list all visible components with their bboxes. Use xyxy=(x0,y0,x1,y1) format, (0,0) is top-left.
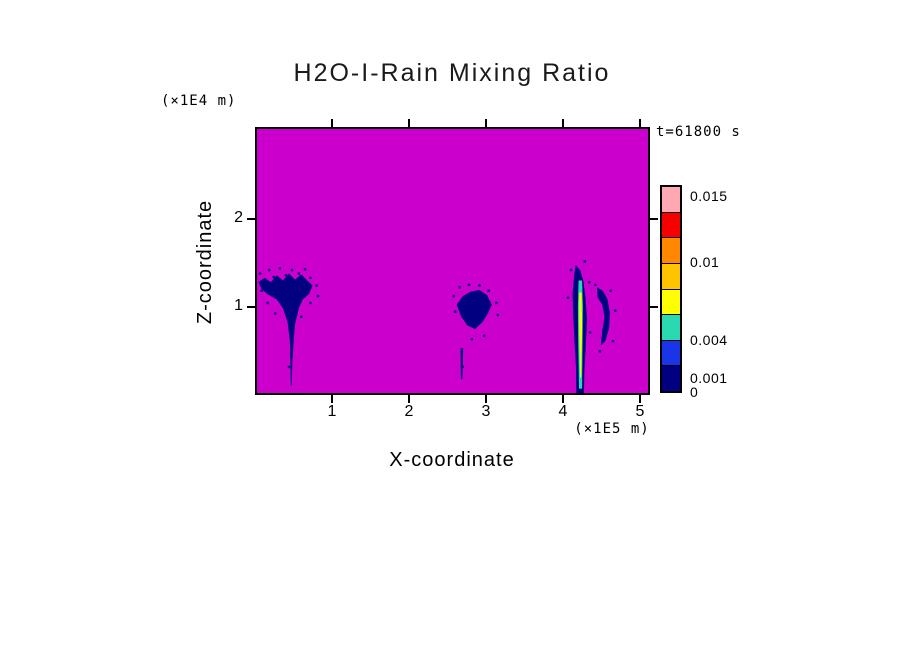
colorbar xyxy=(660,185,682,393)
rain-speckle xyxy=(309,301,312,305)
colorbar-label: 0.01 xyxy=(690,253,720,270)
rain-speckle xyxy=(467,283,471,287)
colorbar-segment-5 xyxy=(662,314,680,340)
x-tick-top xyxy=(485,119,487,127)
z-tick-left xyxy=(247,218,255,221)
x-tick-bottom xyxy=(485,395,487,403)
rain-speckle xyxy=(496,313,500,317)
colorbar-label: 0.001 xyxy=(690,370,728,387)
rain-speckle xyxy=(458,286,461,289)
x-tick-label: 4 xyxy=(558,403,568,420)
colorbar-label: 0.004 xyxy=(690,331,728,348)
rain-speckle xyxy=(614,309,617,312)
x-tick-bottom xyxy=(639,395,641,403)
rain-speckle xyxy=(588,331,592,334)
feature-rain-streak-middle xyxy=(460,347,464,380)
rain-speckle xyxy=(303,267,307,271)
x-tick-bottom xyxy=(562,395,564,403)
rain-speckle xyxy=(266,301,269,305)
x-axis-label: X-coordinate xyxy=(389,449,515,471)
feature-rain-patch-right xyxy=(596,287,610,346)
rain-speckle xyxy=(258,272,262,275)
rain-speckle xyxy=(609,289,612,293)
timestamp-label: t=61800 s xyxy=(656,124,741,140)
rain-speckle xyxy=(287,365,291,369)
rain-speckle xyxy=(315,284,318,287)
x-tick-label: 1 xyxy=(327,403,337,420)
rain-speckle xyxy=(274,312,277,315)
colorbar-segment-3 xyxy=(662,262,680,289)
feature-rain-patch-middle xyxy=(456,289,492,329)
x-tick-label: 3 xyxy=(481,403,491,420)
rain-speckle xyxy=(566,296,570,299)
z-tick-label: 2 xyxy=(234,209,243,227)
x-tick-top xyxy=(562,119,564,127)
rain-speckle xyxy=(453,310,457,313)
feature-rain-shaft-left xyxy=(258,273,313,357)
rain-speckle xyxy=(569,268,573,272)
rain-speckle xyxy=(263,279,266,282)
rain-speckle xyxy=(278,267,282,270)
colorbar-segment-4 xyxy=(662,288,680,315)
rain-speckle xyxy=(300,315,303,319)
rain-speckle xyxy=(452,294,455,298)
rain-speckle xyxy=(272,275,275,279)
rain-speckle xyxy=(260,289,263,293)
colorbar-segment-0 xyxy=(662,187,680,212)
plot-area xyxy=(255,127,650,395)
x-tick-bottom xyxy=(408,395,410,403)
rain-speckle xyxy=(482,334,486,338)
y-axis-unit-label: (×1E4 m) xyxy=(161,93,237,109)
z-tick-left xyxy=(247,306,255,308)
rain-speckle xyxy=(598,350,602,353)
feature-rain-shaft-main-core xyxy=(579,292,583,378)
rain-speckle xyxy=(297,272,301,275)
rain-speckle xyxy=(611,339,615,343)
rain-speckle xyxy=(290,268,294,272)
x-tick-top xyxy=(408,119,410,127)
z-axis-label: Z-coordinate xyxy=(194,199,216,325)
z-tick-right xyxy=(650,218,658,221)
rain-speckle xyxy=(470,338,474,341)
rain-speckle xyxy=(495,301,498,305)
x-tick-label: 5 xyxy=(635,403,645,420)
plot-region: 1 2 3 4 5 1 2 xyxy=(234,119,658,420)
rain-speckle xyxy=(267,268,271,272)
colorbar-labels: 0.015 0.01 0.004 0.001 0 xyxy=(690,185,750,400)
x-axis-unit-label: (×1E5 m) xyxy=(574,421,650,437)
colorbar-label: 0.015 xyxy=(690,188,728,205)
x-tick-bottom xyxy=(331,395,333,403)
rain-speckle xyxy=(594,283,597,287)
chart-title: H2O-I-Rain Mixing Ratio xyxy=(293,59,611,87)
rain-speckle xyxy=(478,284,481,287)
rain-field-svg xyxy=(258,260,617,393)
rain-speckle xyxy=(309,276,312,280)
rain-speckle xyxy=(588,280,591,284)
rain-speckle xyxy=(583,260,586,263)
z-tick-label: 1 xyxy=(234,297,243,315)
x-tick-top xyxy=(331,119,333,127)
colorbar-label: 0 xyxy=(690,383,699,400)
rain-speckle xyxy=(487,289,490,293)
rain-speckle xyxy=(461,365,464,369)
rain-speckle xyxy=(316,294,320,298)
colorbar-segment-1 xyxy=(662,211,680,238)
colorbar-segment-2 xyxy=(662,237,680,263)
rain-speckle xyxy=(284,274,288,277)
x-tick-top xyxy=(639,119,641,127)
colorbar-segment-6 xyxy=(662,339,680,366)
colorbar-segment-7 xyxy=(662,365,680,391)
x-tick-label: 2 xyxy=(404,403,414,420)
feature-rain-streak-left xyxy=(290,351,293,387)
z-tick-right xyxy=(650,306,658,308)
